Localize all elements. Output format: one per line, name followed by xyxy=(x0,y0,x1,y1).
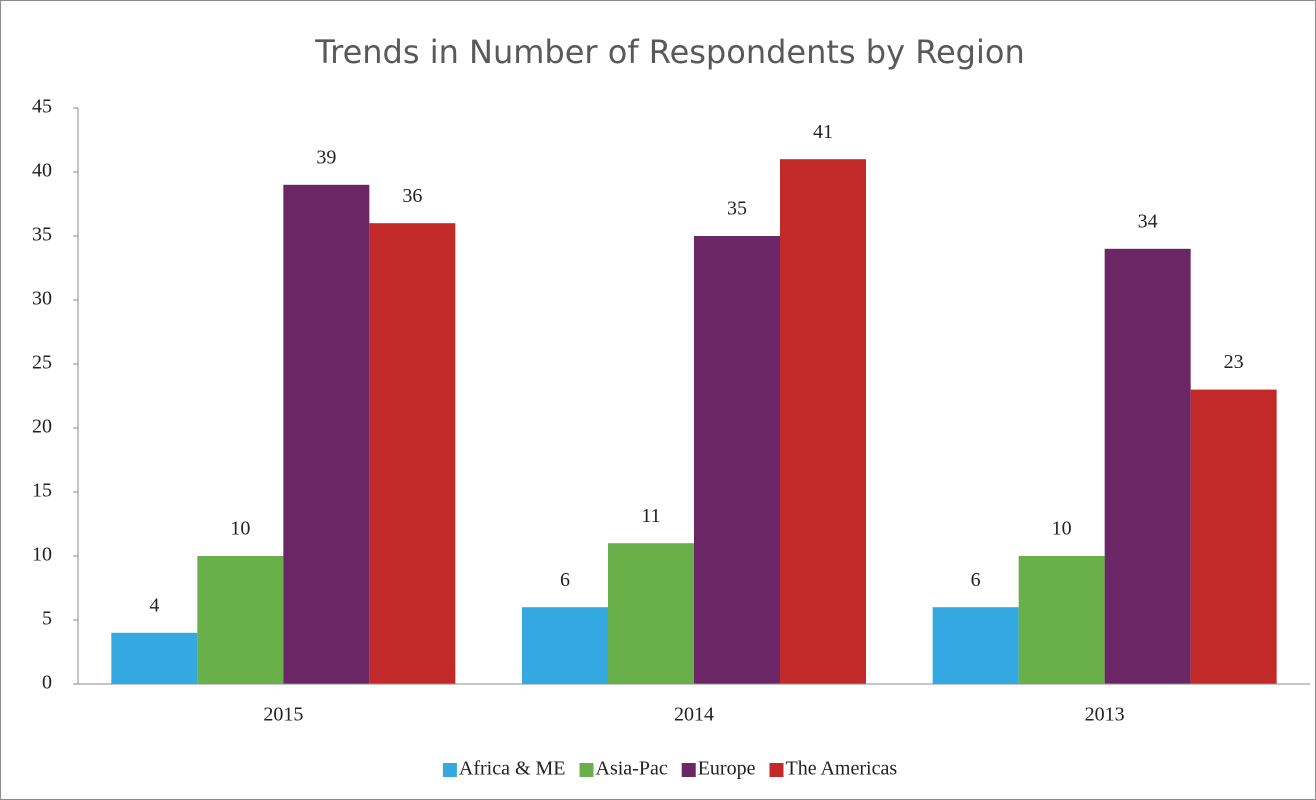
bar xyxy=(283,184,370,685)
legend-swatch xyxy=(579,763,594,777)
bar xyxy=(197,556,284,684)
data-label: 39 xyxy=(316,146,336,168)
bar xyxy=(932,607,1019,684)
data-label: 6 xyxy=(971,569,981,591)
data-label: 6 xyxy=(560,569,570,591)
data-label: 35 xyxy=(727,198,747,220)
y-tick-label: 25 xyxy=(32,352,52,374)
legend-label: Africa & ME xyxy=(459,758,566,780)
y-tick-label: 30 xyxy=(32,288,52,310)
bar xyxy=(369,223,456,684)
bar xyxy=(522,607,608,684)
legend-swatch xyxy=(442,763,457,777)
bar xyxy=(1190,389,1277,684)
legend-label: Asia-Pac xyxy=(596,758,668,780)
y-tick-label: 20 xyxy=(32,416,52,438)
y-tick-label: 10 xyxy=(32,544,52,566)
chart-title: Trends in Number of Respondents by Regio… xyxy=(314,33,1024,71)
data-label: 23 xyxy=(1224,351,1244,373)
y-tick-label: 5 xyxy=(42,608,52,630)
data-label: 10 xyxy=(230,518,250,540)
y-tick-label: 45 xyxy=(32,96,52,118)
legend-label: Europe xyxy=(698,758,756,780)
x-tick-label: 2015 xyxy=(263,704,303,726)
x-tick-label: 2014 xyxy=(674,704,714,726)
y-tick-label: 15 xyxy=(32,480,52,502)
data-label: 4 xyxy=(149,594,159,616)
data-label: 36 xyxy=(402,185,422,207)
data-label: 10 xyxy=(1052,518,1072,540)
bar xyxy=(1104,248,1191,685)
bar xyxy=(694,236,780,684)
y-tick-label: 40 xyxy=(32,160,52,182)
bar xyxy=(608,543,694,684)
x-tick-label: 2013 xyxy=(1085,704,1125,726)
data-label: 41 xyxy=(813,121,833,143)
data-label: 11 xyxy=(641,505,660,527)
legend-label: The Americas xyxy=(785,758,897,780)
bar xyxy=(1018,556,1105,684)
legend-swatch xyxy=(681,763,696,777)
bar xyxy=(780,159,866,684)
y-tick-label: 35 xyxy=(32,224,52,246)
data-label: 34 xyxy=(1138,210,1158,232)
legend-swatch xyxy=(769,763,784,777)
y-tick-label: 0 xyxy=(42,672,52,694)
bar xyxy=(111,632,198,684)
